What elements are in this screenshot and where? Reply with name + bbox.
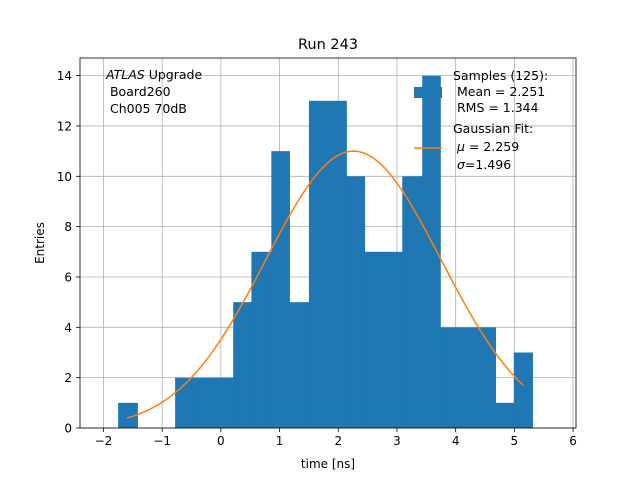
histogram-bar bbox=[289, 302, 310, 428]
y-tick-label: 8 bbox=[64, 220, 72, 234]
histogram-bar bbox=[251, 251, 272, 428]
x-tick-label: −1 bbox=[153, 434, 171, 448]
histogram-bar bbox=[308, 100, 347, 428]
legend-sigma-value: =1.496 bbox=[465, 157, 511, 172]
x-tick-label: 1 bbox=[276, 434, 284, 448]
legend-rms-label: RMS = 1.344 bbox=[453, 100, 539, 115]
svg-text:ATLAS Upgrade: ATLAS Upgrade bbox=[105, 67, 202, 82]
y-tick-label: 2 bbox=[64, 371, 72, 385]
histogram-bar bbox=[271, 151, 290, 428]
y-tick-label: 6 bbox=[64, 270, 72, 284]
x-axis-ticks: −2 −1 0 1 2 3 4 5 6 bbox=[95, 428, 577, 448]
x-tick-label: −2 bbox=[95, 434, 113, 448]
y-axis-ticks: 0 2 4 6 8 10 12 14 bbox=[57, 69, 80, 436]
histogram-bar bbox=[196, 377, 234, 428]
chart-title: Run 243 bbox=[298, 37, 358, 53]
annotation-atlas: ATLAS bbox=[105, 67, 145, 82]
y-tick-label: 0 bbox=[64, 422, 72, 436]
y-tick-label: 10 bbox=[57, 170, 72, 184]
legend-histogram-swatch bbox=[414, 87, 442, 98]
gaussian-fit-curve bbox=[126, 150, 524, 419]
legend-mean-label: Mean = 2.251 bbox=[453, 84, 545, 99]
histogram-bar bbox=[402, 176, 423, 428]
annotation-channel: Ch005 70dB bbox=[106, 101, 187, 116]
legend-sigma-symbol: σ bbox=[453, 157, 466, 172]
histogram-bar bbox=[364, 251, 403, 428]
histogram-bars bbox=[118, 75, 533, 428]
x-tick-label: 4 bbox=[452, 434, 460, 448]
legend-fit-title: Gaussian Fit: bbox=[453, 121, 533, 136]
plot-frame bbox=[79, 57, 577, 429]
annotation-upgrade: Upgrade bbox=[145, 67, 203, 82]
histogram-bar bbox=[233, 302, 252, 428]
x-tick-label: 0 bbox=[217, 434, 225, 448]
histogram-bar bbox=[346, 176, 366, 428]
histogram-bar bbox=[495, 402, 515, 428]
svg-text:σ=1.496: σ=1.496 bbox=[453, 157, 511, 172]
experiment-annotation: ATLAS Upgrade Board260 Ch005 70dB bbox=[105, 67, 202, 116]
x-tick-label: 2 bbox=[334, 434, 342, 448]
y-axis-label: Entries bbox=[33, 222, 47, 264]
histogram-bar bbox=[440, 327, 496, 428]
legend-mu-symbol: μ bbox=[453, 139, 465, 154]
y-tick-label: 14 bbox=[57, 69, 72, 83]
histogram-bar bbox=[175, 377, 197, 428]
legend-mu-value: = 2.259 bbox=[465, 139, 519, 154]
x-tick-label: 5 bbox=[511, 434, 519, 448]
y-tick-label: 4 bbox=[64, 321, 72, 335]
legend: Samples (125): Mean = 2.251 RMS = 1.344 … bbox=[414, 68, 548, 172]
histogram-bar bbox=[422, 75, 441, 428]
svg-text:μ = 2.259: μ = 2.259 bbox=[453, 139, 519, 154]
histogram-bar bbox=[513, 352, 533, 428]
y-tick-label: 12 bbox=[57, 119, 72, 133]
legend-samples-label: Samples (125): bbox=[453, 68, 548, 83]
x-tick-label: 3 bbox=[393, 434, 401, 448]
x-tick-label: 6 bbox=[569, 434, 577, 448]
x-axis-label: time [ns] bbox=[301, 457, 355, 471]
histogram-bar bbox=[118, 402, 138, 428]
annotation-board: Board260 bbox=[106, 84, 171, 99]
